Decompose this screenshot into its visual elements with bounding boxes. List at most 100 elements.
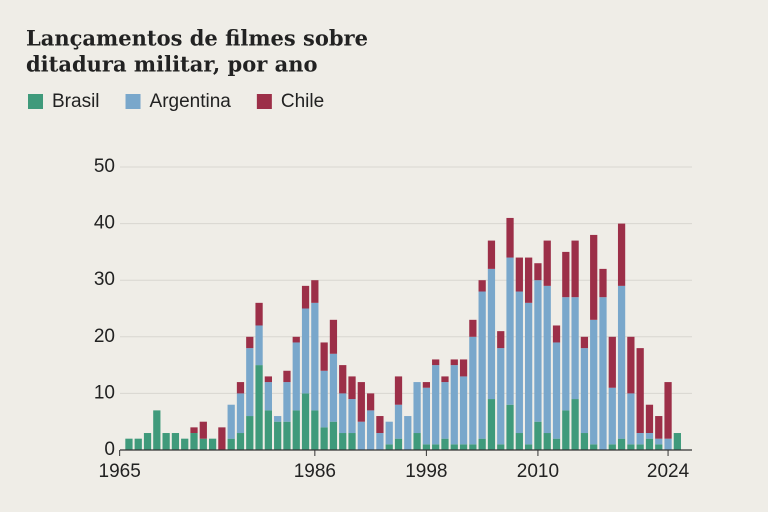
bar-segment [645,404,654,434]
bar-segment [441,382,449,439]
bar-segment [422,387,431,445]
bar-segment [608,444,616,450]
bar-segment [645,433,654,439]
bar-segment [283,421,291,450]
bar-segment [301,393,310,450]
bar-segment [432,444,440,450]
bar-segment [162,433,170,450]
bar-segment [301,308,310,394]
bar-segment [301,285,310,309]
bar-segment [227,404,235,439]
bar-segment [339,433,347,450]
bar-segment [506,404,514,450]
bar-segment [627,444,635,450]
legend-label: Chile [281,91,324,112]
bar-segment [134,438,142,450]
bar-segment [469,319,477,337]
bar-segment [562,410,570,450]
bar-segment [497,348,505,445]
bar-segment [329,319,338,354]
bar-segment [208,438,217,450]
bar-segment [664,438,672,450]
x-tick-label: 1986 [294,461,336,482]
bar-segment [525,302,533,445]
bar-segment [394,404,403,439]
bar-segment [366,410,375,450]
bar-segment [450,359,458,366]
bar-segment [348,376,356,400]
bar-segment [255,302,263,326]
y-tick-label: 40 [94,213,115,234]
bar-segment [357,421,365,450]
bar-segment [236,382,245,394]
bar-segment [348,433,356,450]
legend-label: Brasil [52,91,100,112]
bar-segment [497,331,505,349]
bar-segment [543,433,551,450]
bar-segment [590,319,598,445]
bar-segment [441,376,449,383]
bar-segment [552,325,561,343]
bar-segment [552,438,561,450]
bar-segment [645,438,654,450]
bar-segment [450,444,458,450]
bar-segment [339,365,347,394]
bar-segment [320,427,328,450]
bar-segment [283,370,291,383]
bar-segment [571,240,579,298]
bar-segment [283,382,291,422]
bar-segment [422,382,431,388]
bar-segment [497,444,505,450]
bar-segment [329,421,338,450]
bar-segment [320,370,328,428]
bar-segment [246,416,254,450]
bar-segment [246,348,254,417]
bar-segment [487,399,496,450]
bar-segment [274,416,282,422]
bar-segment [608,387,616,445]
bar-segment [506,257,514,405]
bar-segment [636,433,644,445]
bar-segment [617,223,626,286]
bar-segment [478,438,486,450]
bar-segment [543,240,551,286]
bar-segment [385,421,393,445]
bar-segment [218,427,226,450]
bar-segment [627,336,635,394]
bar-segment [673,433,681,450]
bar-segment [459,359,468,377]
bar-segment [339,393,347,434]
bar-segment [376,416,384,434]
bar-segment [255,365,263,450]
bar-segment [394,376,403,405]
bar-segment [255,325,263,366]
bar-segment [171,433,180,450]
bar-segment [571,399,579,450]
bar-segment [274,421,282,450]
y-tick-label: 10 [94,382,115,403]
x-tick-label: 1998 [405,461,447,482]
bar-segment [487,240,496,269]
bar-segment [617,285,626,439]
y-tick-label: 0 [104,439,115,460]
bar-segment [311,280,319,303]
bar-segment [655,438,663,445]
legend-swatch [28,94,43,109]
bar-segment [432,365,440,445]
bar-segment [292,342,300,411]
bar-segment [366,393,375,411]
bar-segment [311,410,319,450]
bar-segment [125,438,133,450]
bar-segment [413,433,421,450]
bar-segment [199,421,207,439]
bar-segment [292,410,300,450]
bar-segment [487,268,496,400]
bar-segment [580,433,589,450]
bar-segment [264,376,272,383]
bar-segment [236,433,245,450]
bar-segment [376,433,384,450]
legend-label: Argentina [150,91,232,112]
y-tick-label: 30 [94,269,115,290]
bar-segment [413,382,421,434]
bar-segment [311,302,319,411]
